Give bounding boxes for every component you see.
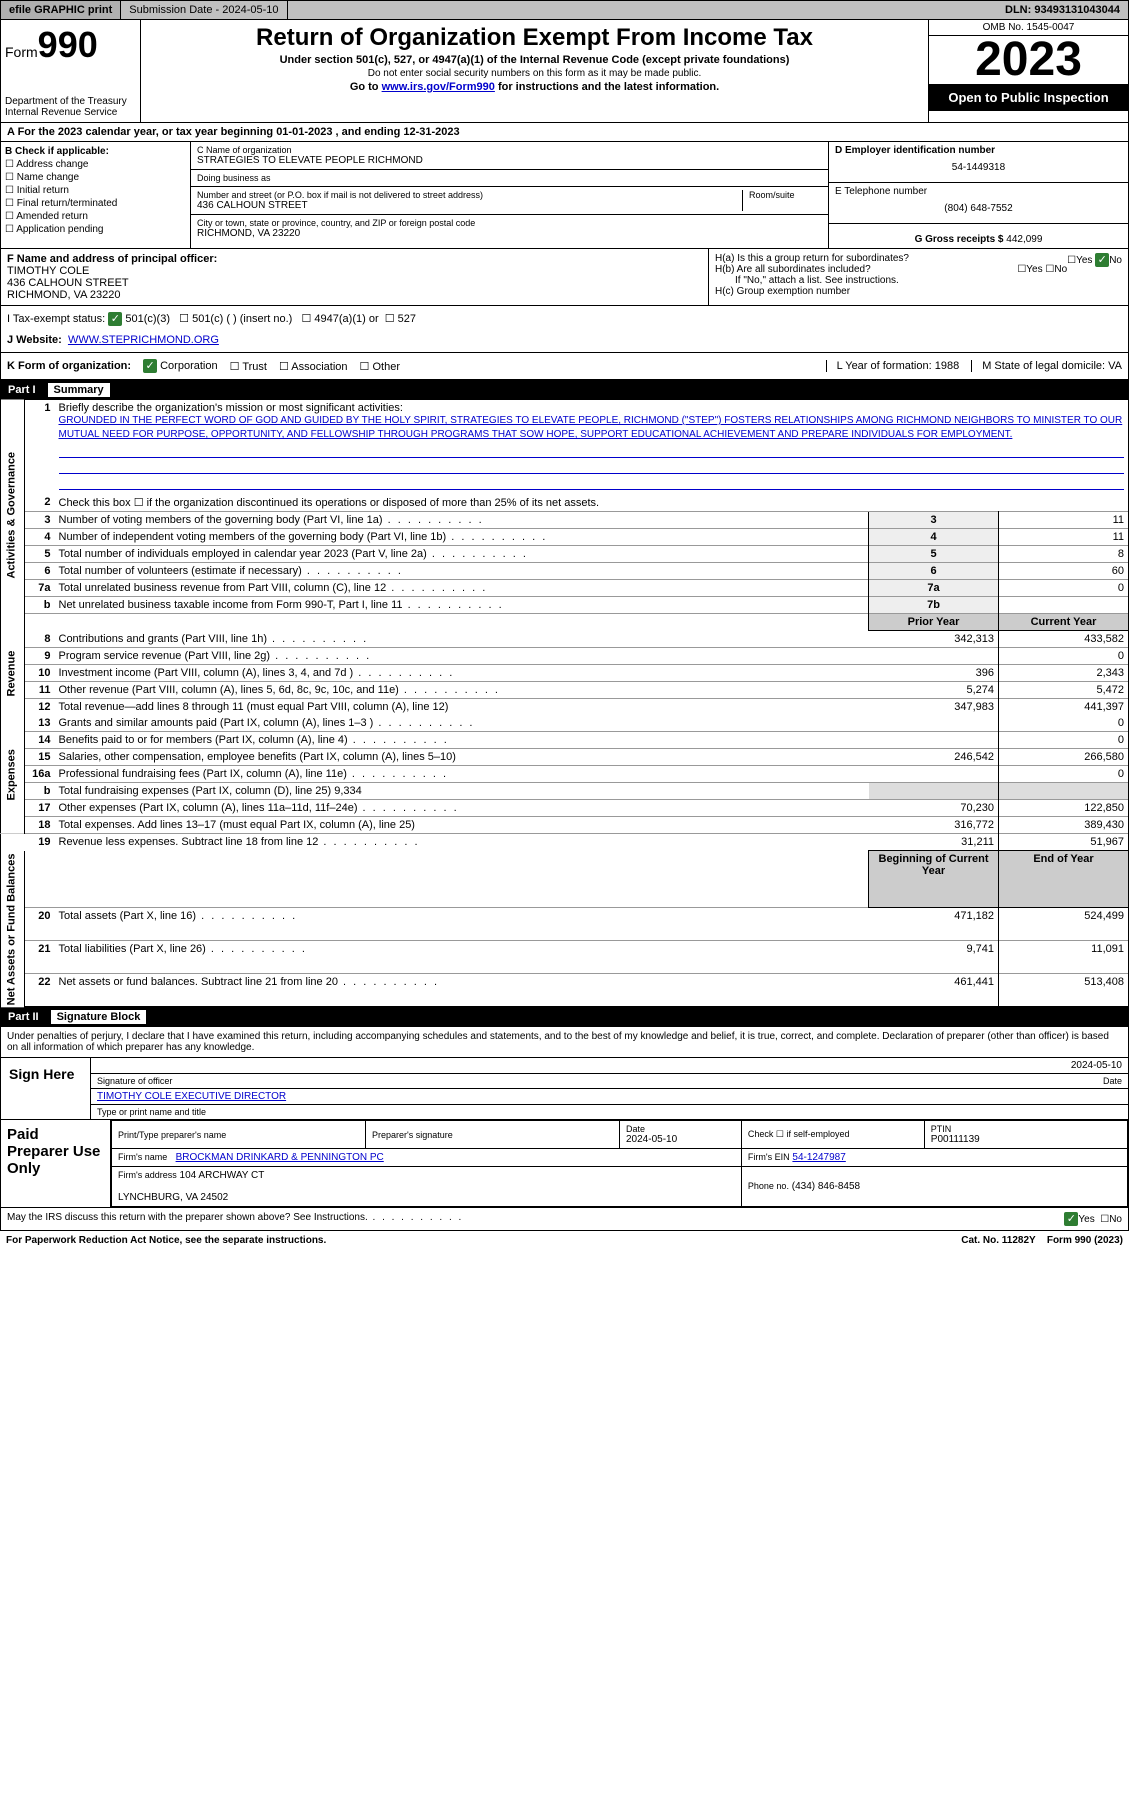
form-revision: Form 990 (2023) bbox=[1047, 1235, 1123, 1246]
cb-other[interactable]: ☐ Other bbox=[360, 360, 400, 373]
form-prefix: Form bbox=[5, 44, 38, 60]
val-7a: 0 bbox=[999, 580, 1129, 597]
h-c: H(c) Group exemption number bbox=[715, 286, 1122, 297]
val-6: 60 bbox=[999, 563, 1129, 580]
cb-name-change[interactable]: ☐ Name change bbox=[5, 172, 186, 183]
part-2-header: Part II Signature Block bbox=[0, 1007, 1129, 1027]
check-icon: ✓ bbox=[108, 312, 122, 326]
h-b-note: If "No," attach a list. See instructions… bbox=[715, 275, 1122, 286]
dln: DLN: 93493131043044 bbox=[997, 1, 1128, 19]
sign-here-label: Sign Here bbox=[1, 1058, 91, 1119]
form-header: Form990 Department of the Treasury Inter… bbox=[0, 20, 1129, 123]
side-expenses: Expenses bbox=[1, 715, 25, 834]
side-revenue: Revenue bbox=[1, 631, 25, 716]
ein-cell: D Employer identification number 54-1449… bbox=[829, 142, 1128, 183]
firm-name-link[interactable]: BROCKMAN DRINKARD & PENNINGTON PC bbox=[176, 1152, 384, 1163]
open-public-badge: Open to Public Inspection bbox=[929, 84, 1128, 111]
subtitle-1: Under section 501(c), 527, or 4947(a)(1)… bbox=[145, 54, 924, 66]
dba-cell: Doing business as bbox=[191, 170, 828, 187]
val-4: 11 bbox=[999, 529, 1129, 546]
cb-application-pending[interactable]: ☐ Application pending bbox=[5, 224, 186, 235]
check-icon: ✓ bbox=[1064, 1212, 1078, 1226]
row-a-tax-year: A For the 2023 calendar year, or tax yea… bbox=[0, 123, 1129, 142]
preparer-table: Print/Type preparer's name Preparer's si… bbox=[111, 1120, 1128, 1207]
form-title: Return of Organization Exempt From Incom… bbox=[145, 24, 924, 52]
submission-date: Submission Date - 2024-05-10 bbox=[121, 1, 287, 19]
val-5: 8 bbox=[999, 546, 1129, 563]
officer-name-link[interactable]: TIMOTHY COLE EXECUTIVE DIRECTOR bbox=[97, 1091, 286, 1102]
cb-final-return[interactable]: ☐ Final return/terminated bbox=[5, 198, 186, 209]
gross-receipts: G Gross receipts $ 442,099 bbox=[829, 224, 1128, 248]
val-3: 11 bbox=[999, 512, 1129, 529]
pra-notice: For Paperwork Reduction Act Notice, see … bbox=[6, 1235, 326, 1246]
cb-address-change[interactable]: ☐ Address change bbox=[5, 159, 186, 170]
cb-initial-return[interactable]: ☐ Initial return bbox=[5, 185, 186, 196]
perjury-statement: Under penalties of perjury, I declare th… bbox=[0, 1027, 1129, 1058]
cb-corporation[interactable]: ✓ Corporation bbox=[143, 359, 218, 373]
telephone-cell: E Telephone number (804) 648-7552 bbox=[829, 183, 1128, 224]
val-c8: 433,582 bbox=[999, 631, 1129, 648]
topbar: efile GRAPHIC print Submission Date - 20… bbox=[0, 0, 1129, 20]
year-formation: L Year of formation: 1988 bbox=[826, 360, 960, 372]
part-1-header: Part I Summary bbox=[0, 380, 1129, 400]
side-net-assets: Net Assets or Fund Balances bbox=[1, 851, 25, 1007]
cb-trust[interactable]: ☐ Trust bbox=[230, 360, 267, 373]
h-b: H(b) Are all subordinates included? ☐Yes… bbox=[715, 264, 1122, 275]
state-domicile: M State of legal domicile: VA bbox=[971, 360, 1122, 372]
principal-officer: F Name and address of principal officer:… bbox=[1, 249, 708, 305]
col-b-checkboxes: B Check if applicable: ☐ Address change … bbox=[1, 142, 191, 248]
h-a: H(a) Is this a group return for subordin… bbox=[715, 253, 1122, 264]
cb-amended-return[interactable]: ☐ Amended return bbox=[5, 211, 186, 222]
check-icon: ✓ bbox=[143, 359, 157, 373]
website-row: J Website: WWW.STEPRICHMOND.ORG bbox=[7, 334, 1122, 346]
discuss-row: May the IRS discuss this return with the… bbox=[0, 1208, 1129, 1231]
efile-print-button[interactable]: efile GRAPHIC print bbox=[1, 1, 121, 19]
cat-no: Cat. No. 11282Y bbox=[961, 1235, 1035, 1246]
summary-table: Activities & Governance 1 Briefly descri… bbox=[0, 400, 1129, 1007]
cb-association[interactable]: ☐ Association bbox=[279, 360, 348, 373]
org-name-cell: C Name of organization STRATEGIES TO ELE… bbox=[191, 142, 828, 170]
department: Department of the Treasury Internal Reve… bbox=[5, 96, 136, 118]
side-activities-governance: Activities & Governance bbox=[1, 400, 25, 631]
val-p8: 342,313 bbox=[869, 631, 999, 648]
website-link[interactable]: WWW.STEPRICHMOND.ORG bbox=[68, 334, 219, 346]
firm-ein-link[interactable]: 54-1247987 bbox=[792, 1152, 845, 1163]
tax-year: 2023 bbox=[929, 36, 1128, 84]
city-cell: City or town, state or province, country… bbox=[191, 215, 828, 242]
sign-date: 2024-05-10 bbox=[1071, 1060, 1122, 1071]
address-cell: Number and street (or P.O. box if mail i… bbox=[191, 187, 828, 215]
tax-exempt-row: I Tax-exempt status: ✓ 501(c)(3) ☐ 501(c… bbox=[7, 312, 1122, 326]
mission-text: GROUNDED IN THE PERFECT WORD OF GOD AND … bbox=[59, 415, 1123, 440]
subtitle-2: Do not enter social security numbers on … bbox=[145, 68, 924, 79]
form-number: 990 bbox=[38, 24, 98, 65]
val-7b bbox=[999, 597, 1129, 614]
irs-link[interactable]: www.irs.gov/Form990 bbox=[382, 81, 495, 93]
check-icon: ✓ bbox=[1095, 253, 1109, 267]
paid-preparer-label: Paid Preparer Use Only bbox=[1, 1120, 111, 1207]
